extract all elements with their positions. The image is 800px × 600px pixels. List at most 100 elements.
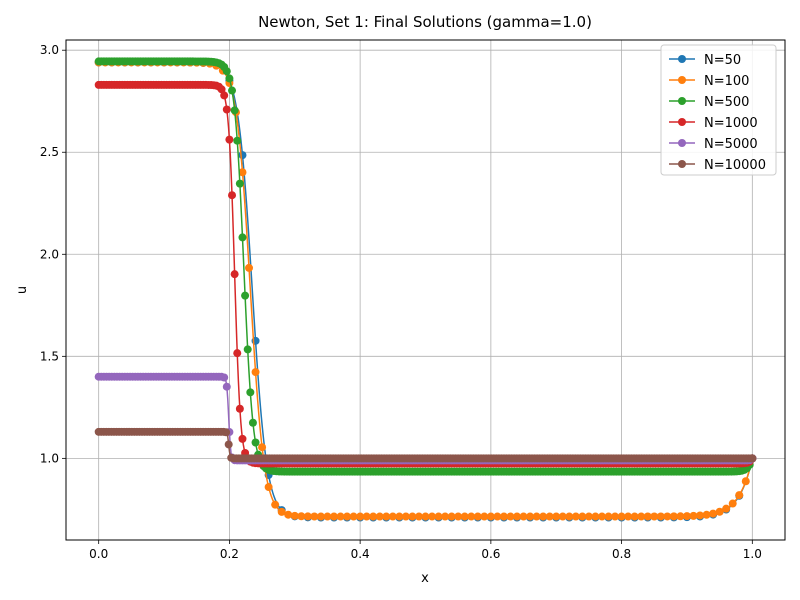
series-point [715, 507, 724, 516]
series-point [271, 500, 280, 509]
series-n-50 [94, 58, 757, 522]
series-point [532, 512, 541, 521]
series-point [748, 454, 757, 463]
series-point [248, 418, 257, 427]
series-n-1000 [94, 80, 757, 468]
series-line [98, 61, 754, 518]
series-point [454, 512, 463, 521]
plot-frame [65, 39, 786, 541]
x-axis-ticks: 0.0 0.2 0.4 0.6 0.8 1.0 [89, 540, 762, 561]
y-tick-label: 2.0 [40, 247, 59, 261]
series-point [682, 512, 691, 521]
legend-marker [678, 139, 686, 147]
series-point [245, 263, 254, 272]
series-point [584, 512, 593, 521]
legend-label: N=100 [704, 74, 749, 89]
series-point [395, 512, 404, 521]
series-point [277, 507, 286, 516]
y-tick-label: 1.0 [40, 451, 59, 465]
series-point [220, 91, 229, 100]
y-axis-label: u [15, 286, 30, 294]
series-point [597, 512, 606, 521]
x-tick-label: 0.4 [351, 547, 370, 561]
series-point [235, 404, 244, 413]
series-point [310, 512, 319, 521]
x-tick-label: 1.0 [743, 547, 762, 561]
series-point [709, 509, 718, 518]
series-point [473, 512, 482, 521]
series-point [434, 512, 443, 521]
series-point [539, 512, 548, 521]
legend-label: N=10000 [704, 158, 766, 173]
series-n-500 [94, 57, 757, 476]
series-point [421, 512, 430, 521]
series-point [228, 191, 237, 200]
series-point [349, 512, 358, 521]
series-point [258, 443, 267, 452]
series-point [624, 512, 633, 521]
series-point [233, 136, 242, 145]
series-point [506, 512, 515, 521]
series-point [329, 512, 338, 521]
series-point [251, 368, 260, 377]
legend-label: N=500 [704, 95, 749, 110]
legend-marker [678, 55, 686, 63]
series-point [251, 438, 260, 447]
series-point [388, 512, 397, 521]
series-point [303, 512, 312, 521]
series-point [222, 382, 231, 391]
series-point [689, 511, 698, 520]
series-point [222, 428, 231, 437]
series-point [382, 512, 391, 521]
series-point [545, 512, 554, 521]
legend-item: N=5000 [669, 137, 758, 152]
series-point [467, 512, 476, 521]
series-point [650, 512, 659, 521]
series-point [643, 512, 652, 521]
series-point [243, 345, 252, 354]
series-point [316, 512, 325, 521]
legend-marker [678, 76, 686, 84]
series-point [356, 512, 365, 521]
series-point [225, 135, 234, 144]
series-point [460, 512, 469, 521]
series-point [558, 512, 567, 521]
series-point [230, 270, 239, 279]
series-point [235, 179, 244, 188]
legend-marker [678, 160, 686, 168]
x-axis-label: x [421, 571, 429, 586]
legend-item: N=100 [669, 74, 749, 89]
y-tick-label: 3.0 [40, 43, 59, 57]
x-tick-label: 0.6 [481, 547, 500, 561]
series-point [617, 512, 626, 521]
series-point [728, 499, 737, 508]
series-point [220, 373, 229, 382]
series-point [702, 510, 711, 519]
series-point [284, 510, 293, 519]
series-point [233, 349, 242, 358]
legend-label: N=50 [704, 53, 741, 68]
series-line [98, 84, 753, 465]
series-point [238, 168, 247, 177]
legend-item: N=50 [669, 53, 741, 68]
series-point [217, 85, 226, 94]
series-point [222, 67, 231, 76]
series-point [224, 440, 233, 449]
series-point [447, 512, 456, 521]
series-point [336, 512, 345, 521]
series-point [741, 477, 750, 486]
series-point [375, 512, 384, 521]
series-point [663, 512, 672, 521]
series-point [408, 512, 417, 521]
legend-marker [678, 97, 686, 105]
series-point [552, 512, 561, 521]
series-point [264, 483, 273, 492]
series-line [98, 60, 754, 473]
series-point [480, 512, 489, 521]
series-point [669, 512, 678, 521]
series-n-10000 [94, 427, 757, 463]
series-point [493, 512, 502, 521]
series-point [238, 151, 247, 160]
series-point [238, 233, 247, 242]
series-point [676, 512, 685, 521]
